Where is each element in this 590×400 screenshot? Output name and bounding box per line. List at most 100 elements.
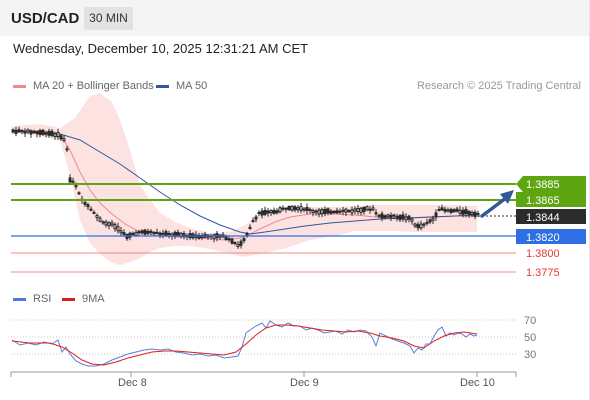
candle-body (257, 212, 261, 214)
legend-ma50-label: MA 50 (176, 80, 208, 92)
ma20-swatch (13, 84, 26, 88)
candle-body (47, 130, 51, 136)
candle-body (332, 211, 336, 213)
candle-body (38, 130, 42, 135)
candle-body (29, 130, 33, 135)
candle-body (476, 213, 480, 215)
candle-body (356, 208, 360, 212)
candle-body (323, 209, 327, 214)
candle-body (11, 129, 15, 133)
candle-body (293, 206, 297, 211)
candle-body (326, 208, 330, 214)
candle-body (98, 217, 102, 222)
candle-body (95, 215, 99, 218)
candle-body (437, 209, 441, 211)
price-s1-label: 1.3800 (526, 248, 560, 260)
candle-body (155, 231, 159, 234)
candle-body (278, 207, 282, 213)
ma50-line (11, 130, 478, 235)
candle-body (446, 209, 450, 212)
candle-body (422, 223, 426, 226)
rsi-tick-50: 50 (524, 332, 536, 344)
candle-body (44, 132, 48, 135)
candle-body (254, 216, 258, 220)
candle-body (242, 238, 246, 242)
candle-body (251, 220, 255, 223)
candle-body (398, 215, 402, 221)
candle-body (224, 236, 228, 240)
price-pivot-label: 1.3820 (526, 232, 560, 244)
candle-body (248, 226, 252, 229)
candle-body (275, 210, 279, 214)
candle-body (101, 221, 105, 224)
candle-body (53, 133, 57, 138)
candle-body (176, 231, 180, 236)
candle-body (305, 207, 309, 211)
candle-body (272, 209, 276, 214)
candle-body (473, 211, 477, 217)
price-r1-label: 1.3865 (526, 195, 560, 207)
candle-body (14, 130, 18, 134)
candle-body (302, 208, 306, 211)
candle-body (266, 210, 270, 214)
candle-body (371, 207, 375, 211)
candle-body (260, 210, 264, 216)
candle-body (407, 215, 411, 220)
candle-body (296, 207, 300, 211)
candle-body (464, 209, 468, 214)
candle-body (161, 232, 165, 235)
candle-body (383, 215, 387, 219)
candle-body (239, 240, 243, 246)
candle-body (458, 209, 462, 214)
candle-body (32, 131, 36, 134)
price-tag-pivot: 1.3820 (516, 229, 586, 244)
candle-body (410, 218, 414, 222)
price-tag-r1: 1.3865 (516, 192, 586, 207)
candle-body (314, 210, 318, 213)
candle-body (233, 242, 237, 244)
candle-body (71, 180, 75, 183)
candle-body (281, 207, 285, 210)
candle-body (413, 223, 417, 227)
candle-body (395, 215, 399, 219)
candle-body (461, 209, 465, 215)
candle-body (404, 216, 408, 221)
candle-body (311, 210, 315, 213)
price-s2-label: 1.3775 (526, 267, 560, 279)
candle-body (167, 233, 171, 235)
candle-body (83, 201, 87, 205)
rsi-tick-70: 70 (524, 315, 536, 327)
price-r2-label: 1.3885 (526, 179, 560, 191)
candle-body (320, 209, 324, 215)
candle-body (386, 214, 390, 218)
candle-body (110, 222, 114, 226)
legend-ma20-label: MA 20 + Bollinger Bands (33, 80, 154, 92)
candle-body (284, 207, 288, 210)
rsi-9ma-line (11, 324, 478, 366)
candle-body (329, 210, 333, 214)
candle-body (26, 129, 30, 133)
candle-body (368, 208, 372, 211)
legend-ma50: MA 50 (156, 80, 207, 92)
candle-body (434, 212, 438, 218)
candle-body (56, 132, 60, 137)
candle-body (377, 214, 381, 217)
candle-body (230, 238, 234, 244)
candle-body (335, 210, 339, 214)
timeframe-button[interactable]: 30 MIN (84, 7, 133, 30)
candle-body (35, 131, 39, 135)
candle-body (317, 209, 321, 215)
candle-body (353, 208, 357, 212)
candle-body (116, 226, 120, 232)
price-tag-r2: 1.3885 (516, 176, 586, 192)
candle-body (440, 207, 444, 211)
candle-body (365, 206, 369, 211)
candle-body (449, 208, 453, 213)
copyright-label: Research © 2025 Trading Central (416, 80, 581, 92)
candle-body (452, 209, 456, 213)
rsi-line (11, 320, 478, 367)
candle-body (74, 185, 78, 188)
candle-body (146, 230, 150, 234)
candle-body (140, 230, 144, 234)
